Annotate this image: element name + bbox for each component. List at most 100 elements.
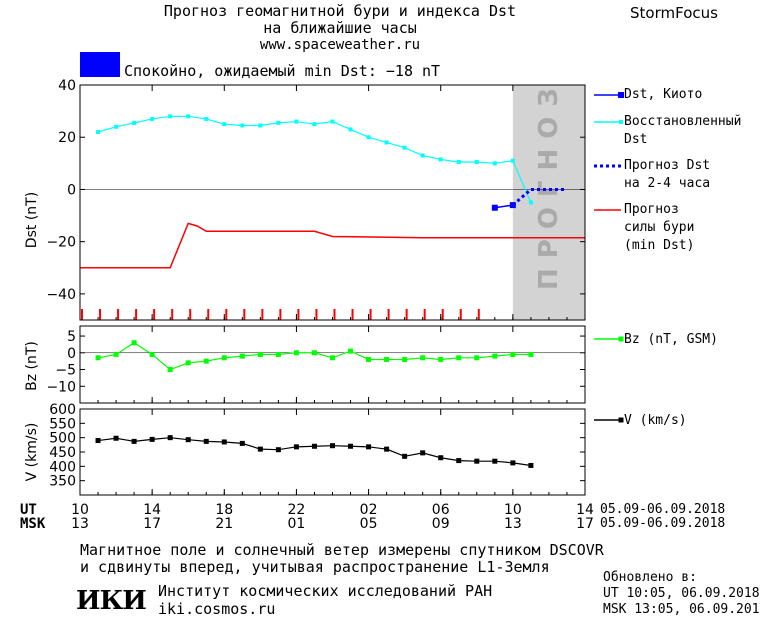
v-line-point [402, 453, 408, 459]
legend-bz: Bz (nT, GSM) [624, 332, 718, 347]
v-line-point [239, 440, 245, 446]
institute-name: Институт космических исследований РАН [158, 582, 493, 600]
dst-restored-line-point [510, 158, 515, 163]
legend-storm-3: (min Dst) [624, 238, 695, 253]
bz-line-point [221, 355, 227, 361]
legend-dst-restored-1: Восстановленный [624, 114, 742, 129]
legend-bz-swatch-marker [618, 336, 624, 342]
dst-restored-line-point [168, 114, 173, 119]
dst-restored-line-point [456, 160, 461, 165]
dst-restored-line-point [150, 116, 155, 121]
ut-tick-label: 02 [360, 502, 378, 518]
dst-restored-line-point [132, 120, 137, 125]
bz-line-point [311, 350, 317, 356]
v-line-point [384, 446, 390, 452]
v-line-point [311, 443, 317, 449]
v-line-point [492, 458, 498, 464]
ut-tick-label: 10 [504, 502, 522, 518]
brand-label: StormFocus [630, 4, 718, 22]
footer-note-2: и сдвинуты вперед, учитывая распростране… [80, 558, 550, 576]
legend-dst-kyoto-swatch-marker [618, 92, 624, 98]
dst-ytick-label: 20 [58, 130, 76, 146]
msk-label: MSK [20, 516, 46, 532]
bz-ytick-label: −10 [46, 379, 76, 395]
v-ytick-label: 550 [49, 416, 76, 432]
dst-restored-line-point [222, 122, 227, 127]
bz-line-point [528, 351, 534, 357]
v-plot-frame [79, 408, 586, 496]
bz-line-point [149, 351, 155, 357]
ut-tick-label: 14 [143, 502, 161, 518]
dst-restored-line-point [420, 153, 425, 158]
dst-restored-line-point [402, 145, 407, 150]
v-line-point [203, 438, 209, 444]
updated-msk: MSK 13:05, 06.09.2018 [603, 602, 760, 617]
v-ytick-label: 600 [49, 402, 76, 418]
bz-line-point [456, 355, 462, 361]
institute-url[interactable]: iki.cosmos.ru [158, 600, 276, 618]
dst-panel: ПРОГНОЗ 40 20 0 −20 −40 Dst (nT) [24, 78, 586, 321]
v-line-point [221, 439, 227, 445]
dst-restored-line-point [492, 161, 497, 166]
bz-line-point [510, 351, 516, 357]
bz-ytick-label: 5 [67, 329, 76, 345]
v-line-point [113, 435, 119, 441]
msk-date-range: 05.09-06.09.2018 [600, 516, 726, 531]
legend-storm-1: Прогноз [624, 202, 679, 217]
iki-logo: ИКИ [76, 586, 147, 616]
msk-tick-label: 13 [71, 516, 89, 532]
msk-tick-label: 17 [143, 516, 161, 532]
v-ytick-label: 350 [49, 474, 76, 490]
status-text: Спокойно, ожидаемый min Dst: −18 nT [124, 62, 441, 80]
dst-ytick-label: 0 [67, 182, 76, 198]
v-line-point [275, 447, 281, 453]
updated-ut: UT 10:05, 06.09.2018 [603, 586, 760, 601]
dst-restored-line-point [276, 120, 281, 125]
ut-date-range: 05.09-06.09.2018 [600, 502, 726, 517]
dst-ytick-label: 40 [58, 78, 76, 94]
bz-line-point [167, 367, 173, 373]
bz-line-point [492, 353, 498, 359]
legend-v: V (km/s) [624, 413, 687, 428]
updated-label: Обновлено в: [603, 570, 697, 585]
dst-restored-line-point [348, 127, 353, 132]
dst-y-axis-label: Dst (nT) [24, 192, 40, 248]
bz-line-point [474, 355, 480, 361]
v-line-point [348, 443, 354, 449]
bz-line-point [293, 350, 299, 356]
v-line-point [330, 443, 335, 449]
legend-v-swatch-marker [618, 417, 624, 423]
v-line-point [257, 446, 263, 452]
dst-restored-line-point [186, 114, 191, 119]
bz-line-point [384, 356, 390, 362]
ut-tick-label: 22 [288, 502, 306, 518]
v-ytick-label: 450 [49, 445, 76, 461]
dst-forecast-line [511, 187, 567, 207]
dst-restored-line-point [96, 130, 101, 134]
footer-note-1: Магнитное поле и солнечный ветер измерен… [80, 541, 604, 559]
bz-line-point [239, 353, 245, 359]
v-line-point [456, 458, 462, 464]
bz-y-axis-label: Bz (nT) [24, 341, 40, 391]
dst-restored-line-point [312, 122, 317, 127]
ut-tick-label: 18 [215, 502, 233, 518]
dst-restored-line-point [384, 140, 389, 145]
v-line-point [293, 444, 299, 450]
site-link[interactable]: www.spaceweather.ru [259, 37, 421, 53]
v-line-point [420, 450, 426, 456]
bz-line-point [402, 356, 408, 362]
ut-tick-label: 06 [432, 502, 450, 518]
dst-ytick-label: −20 [46, 235, 76, 251]
legend-dst-restored-2: Dst [624, 132, 648, 147]
msk-tick-label: 21 [215, 516, 233, 532]
msk-tick-label: 09 [432, 516, 450, 532]
legend-dst-forecast-2: на 2-4 часа [624, 176, 711, 191]
dst-restored-line-point [258, 123, 263, 128]
dst-kyoto-line-point [509, 202, 516, 209]
bz-line-point [257, 351, 263, 357]
v-line-point [474, 458, 480, 464]
bz-line-point [348, 348, 354, 354]
v-line-point [149, 436, 155, 442]
bz-ytick-label: −5 [55, 363, 76, 379]
